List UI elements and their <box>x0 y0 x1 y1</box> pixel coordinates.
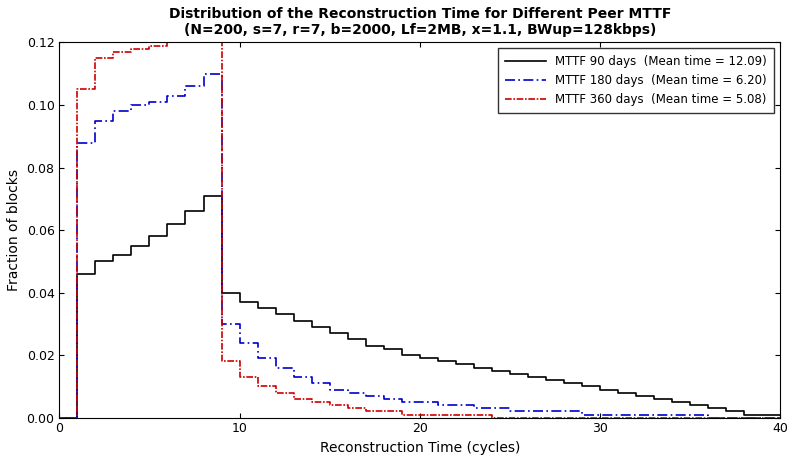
MTTF 90 days  (Mean time = 12.09) <box>505 371 514 377</box>
MTTF 90 days  (Mean time = 12.09) <box>199 193 208 199</box>
MTTF 180 days  (Mean time = 6.20) <box>451 402 460 408</box>
Line: MTTF 360 days  (Mean time = 5.08): MTTF 360 days (Mean time = 5.08) <box>60 43 780 418</box>
MTTF 360 days  (Mean time = 5.08) <box>505 415 514 420</box>
MTTF 360 days  (Mean time = 5.08) <box>704 415 713 420</box>
MTTF 180 days  (Mean time = 6.20) <box>595 412 605 417</box>
MTTF 180 days  (Mean time = 6.20) <box>685 412 695 417</box>
MTTF 360 days  (Mean time = 5.08) <box>451 412 460 417</box>
MTTF 90 days  (Mean time = 12.09) <box>451 362 460 367</box>
MTTF 90 days  (Mean time = 12.09) <box>55 415 64 420</box>
Y-axis label: Fraction of blocks: Fraction of blocks <box>7 169 21 291</box>
MTTF 180 days  (Mean time = 6.20) <box>55 415 64 420</box>
Line: MTTF 180 days  (Mean time = 6.20): MTTF 180 days (Mean time = 6.20) <box>60 74 780 418</box>
MTTF 180 days  (Mean time = 6.20) <box>775 415 785 420</box>
MTTF 180 days  (Mean time = 6.20) <box>199 71 208 77</box>
MTTF 90 days  (Mean time = 12.09) <box>595 383 605 389</box>
MTTF 360 days  (Mean time = 5.08) <box>55 415 64 420</box>
MTTF 180 days  (Mean time = 6.20) <box>650 412 659 417</box>
MTTF 360 days  (Mean time = 5.08) <box>163 40 173 45</box>
MTTF 180 days  (Mean time = 6.20) <box>704 415 713 420</box>
MTTF 360 days  (Mean time = 5.08) <box>775 415 785 420</box>
MTTF 360 days  (Mean time = 5.08) <box>685 415 695 420</box>
Title: Distribution of the Reconstruction Time for Different Peer MTTF
(N=200, s=7, r=7: Distribution of the Reconstruction Time … <box>169 7 671 37</box>
Legend: MTTF 90 days  (Mean time = 12.09), MTTF 180 days  (Mean time = 6.20), MTTF 360 d: MTTF 90 days (Mean time = 12.09), MTTF 1… <box>498 49 774 113</box>
MTTF 90 days  (Mean time = 12.09) <box>650 393 659 399</box>
MTTF 360 days  (Mean time = 5.08) <box>650 415 659 420</box>
MTTF 90 days  (Mean time = 12.09) <box>775 412 785 417</box>
MTTF 360 days  (Mean time = 5.08) <box>595 415 605 420</box>
MTTF 180 days  (Mean time = 6.20) <box>505 408 514 414</box>
X-axis label: Reconstruction Time (cycles): Reconstruction Time (cycles) <box>320 441 520 455</box>
MTTF 90 days  (Mean time = 12.09) <box>685 399 695 405</box>
Line: MTTF 90 days  (Mean time = 12.09): MTTF 90 days (Mean time = 12.09) <box>60 196 780 418</box>
MTTF 90 days  (Mean time = 12.09) <box>704 406 713 411</box>
